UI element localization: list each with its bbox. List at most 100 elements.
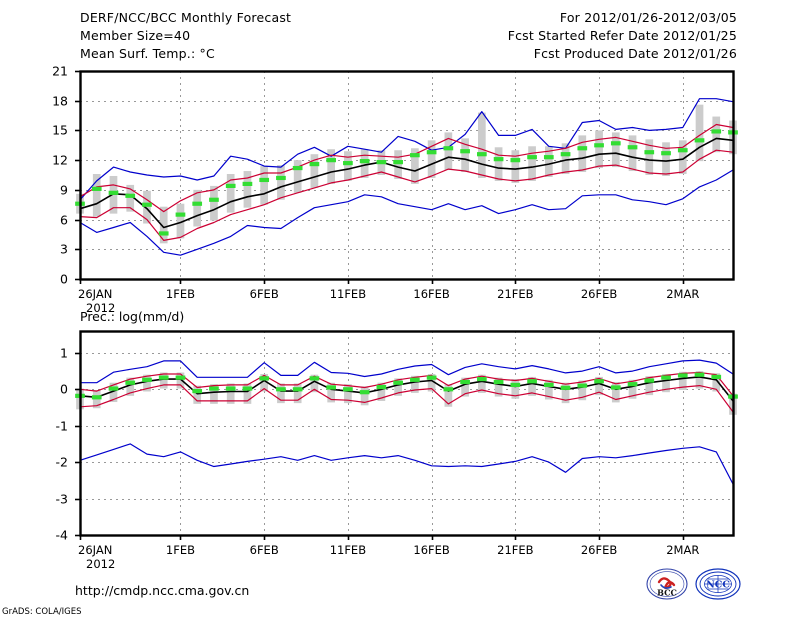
spread-bar [327, 149, 336, 184]
spread-bar [427, 140, 436, 178]
y-axis-tick-label: -2 [55, 454, 68, 470]
x-axis-tick-label: 26FEB [580, 287, 618, 301]
forecast-produced-label: Fcst Produced Date 2012/01/26 [533, 46, 737, 61]
spread-bar [695, 104, 704, 162]
series-min [79, 169, 734, 256]
spread-bar [193, 189, 202, 227]
spread-bars [76, 371, 737, 415]
x-axis-tick-label: 16FEB [413, 287, 450, 301]
y-axis-tick-label: 1 [60, 345, 68, 361]
spread-bar [494, 147, 503, 181]
spread-bar [310, 374, 319, 393]
spread-bar [628, 135, 637, 172]
ncc-logo: NCC [695, 568, 741, 600]
series-lower-quartile [79, 149, 734, 241]
spread-bar [377, 382, 386, 401]
spread-bar [293, 383, 302, 404]
forecast-range-label: For 2012/01/26-2012/03/05 [559, 10, 737, 25]
spread-bar [193, 385, 202, 404]
spread-bar [645, 376, 654, 396]
spread-bar [243, 383, 252, 404]
spread-bar [210, 185, 218, 221]
spread-bar [461, 138, 469, 173]
spread-bar [411, 375, 419, 393]
x-axis-tick-label: 2MAR [666, 287, 700, 301]
spread-bar [277, 383, 285, 404]
forecast-started-label: Fcst Started Refer Date 2012/01/25 [507, 28, 737, 43]
spread-bar [327, 382, 336, 403]
spread-bar [444, 384, 453, 407]
spread-bar [578, 380, 587, 401]
website-url[interactable]: http://cmdp.ncc.cma.gov.cn [75, 583, 250, 598]
y-axis-tick-label: -4 [55, 527, 68, 543]
ncc-logo-text: NCC [706, 580, 730, 591]
series-lower-quartile [79, 384, 734, 413]
y-axis-tick-label: 15 [52, 122, 68, 138]
spread-bar [226, 174, 235, 213]
x-axis-tick-label: 26JAN [78, 543, 113, 557]
series-max [79, 98, 734, 201]
spread-bar [143, 374, 151, 392]
x-axis-tick-label: 1FEB [165, 543, 195, 557]
y-axis-tick-label: 21 [52, 63, 68, 79]
spread-bar [143, 190, 151, 224]
y-axis-tick-label: 9 [60, 182, 68, 198]
spread-bar [344, 151, 352, 181]
spread-bars [76, 104, 737, 244]
spread-bar [92, 174, 101, 217]
x-axis-tick-label: 6FEB [249, 543, 279, 557]
spread-bar [494, 377, 503, 397]
x-axis-tick-label: 26JAN [78, 287, 113, 301]
spread-bar [662, 142, 670, 176]
spread-bar [528, 146, 536, 181]
spread-bar [678, 140, 687, 175]
spread-bar [360, 386, 369, 406]
x-axis-tick-label: 1FEB [165, 287, 195, 301]
spread-bar [226, 383, 235, 404]
y-axis-tick-label: 0 [60, 381, 68, 397]
spread-bar [394, 150, 402, 179]
spread-bar [678, 371, 687, 391]
spread-bar [561, 143, 570, 175]
spread-bar [595, 130, 603, 169]
logo-group: BCC NCC [645, 568, 745, 602]
spread-bar [511, 379, 520, 399]
spread-bar [461, 377, 469, 397]
spread-bar [293, 160, 302, 193]
plot-frame [79, 70, 735, 281]
spread-bar [176, 203, 185, 239]
bcc-logo: BCC [646, 568, 688, 600]
spread-bar [260, 373, 269, 392]
series-upper-quartile [79, 371, 734, 397]
series-lines [79, 359, 734, 485]
spread-bar [126, 377, 135, 396]
series-ensemble-mean [79, 137, 734, 229]
spread-bar [344, 384, 352, 404]
spread-bar [159, 372, 168, 389]
spread-bar [394, 378, 402, 396]
y-axis-tick-label: -1 [55, 418, 68, 434]
spread-bar [712, 116, 721, 153]
y-axis-tick-label: 0 [60, 271, 68, 287]
x-axis-year-label: 2012 [86, 557, 116, 571]
median-markers [75, 372, 738, 400]
bcc-logo-text: BCC [657, 588, 677, 598]
y-axis-tick-label: 18 [52, 93, 68, 109]
x-axis-tick-label: 21FEB [497, 287, 534, 301]
x-axis-tick-label: 21FEB [497, 543, 534, 557]
x-axis-tick-label: 26FEB [580, 543, 618, 557]
spread-bar [561, 382, 570, 404]
spread-bar [511, 150, 520, 183]
spread-bar [411, 148, 419, 184]
y-axis-tick-label: -3 [55, 491, 68, 507]
gridlines [80, 331, 733, 536]
plot-frame [79, 330, 735, 537]
series-upper-quartile [79, 123, 734, 213]
page-title: DERF/NCC/BCC Monthly Forecast [80, 10, 292, 25]
y-axis-tick-label: 3 [60, 241, 68, 257]
grads-credit: GrADS: COLA/IGES [2, 607, 82, 617]
axes [75, 70, 735, 284]
spread-bar [578, 135, 587, 173]
